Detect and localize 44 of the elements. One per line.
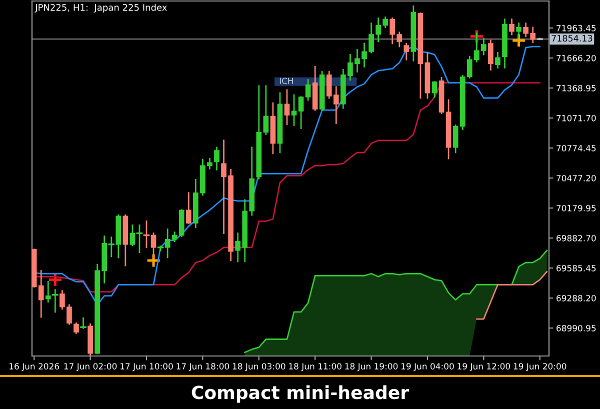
candlestick: [516, 22, 522, 38]
candlestick: [298, 96, 304, 129]
y-tick-label: 70774.45: [556, 144, 596, 152]
candlestick: [495, 52, 500, 68]
candlestick: [432, 81, 438, 98]
x-tick-label: 18 Jun 03:00: [232, 363, 286, 372]
y-tick-label: 69882.70: [556, 234, 596, 242]
point: [48, 272, 63, 288]
candlestick: [452, 124, 458, 154]
x-tick-label: 19 Jun 20:00: [514, 363, 566, 372]
x-tick-label: 17 Jun 10:00: [120, 363, 173, 372]
y-tick-label: 68990.95: [556, 324, 596, 332]
x-tick-label: 17 Jun 18:00: [176, 363, 230, 372]
y-tick-label: 69288.20: [556, 294, 596, 302]
y-tick-label: 69585.45: [556, 264, 596, 272]
x-tick-label: 18 Jun 11:00: [289, 363, 342, 372]
x-tick-label: 16 Jun 2026: [10, 363, 60, 372]
candlestick: [52, 289, 58, 313]
chart-title: JPN225, H1: Japan 225 Index: [34, 4, 167, 13]
y-tick-label: 70179.95: [556, 204, 596, 212]
x-tick-label: 19 Jun 04:00: [402, 363, 454, 372]
candlestick: [74, 322, 79, 334]
candlestick: [284, 89, 290, 125]
candlestick: [45, 281, 51, 303]
candlestick: [305, 79, 311, 101]
candlestick: [80, 317, 86, 329]
x-tick-label: 19 Jun 12:00: [458, 363, 510, 372]
y-tick-label: 71071.70: [556, 114, 596, 122]
y-tick-label: 71666.20: [556, 54, 596, 62]
annotation: ICH: [280, 78, 293, 84]
y-tick-label: 71963.45: [556, 24, 596, 32]
y-tick-label: 70477.20: [556, 174, 596, 182]
text: Compact mini-header: [192, 385, 409, 403]
ref-line-label: 71854.13: [552, 34, 592, 42]
candlestick: [186, 192, 192, 224]
candlestick: [488, 40, 494, 70]
candlestick: [291, 94, 297, 126]
candlestick: [214, 146, 220, 170]
candlestick: [509, 18, 514, 36]
candlestick: [404, 42, 410, 60]
x-tick-label: 17 Jun 02:00: [64, 363, 117, 372]
x-tick-label: 18 Jun 19:00: [345, 363, 398, 372]
line-series: [476, 270, 548, 320]
y-tick-label: 71368.95: [556, 84, 596, 92]
